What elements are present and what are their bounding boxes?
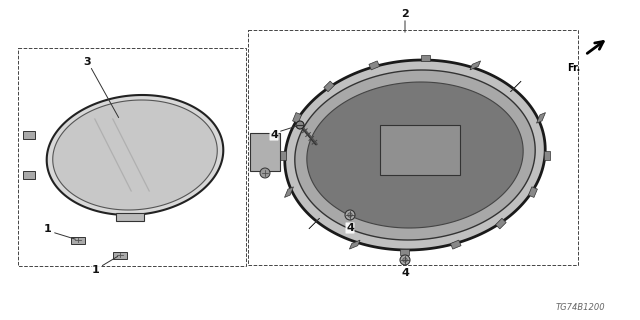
Text: 4: 4 (401, 268, 409, 278)
Bar (23, 171, 35, 179)
Bar (380, 125, 460, 175)
Text: 3: 3 (83, 57, 91, 67)
Polygon shape (280, 150, 286, 159)
Text: 2: 2 (401, 9, 409, 19)
Polygon shape (544, 150, 550, 159)
Bar (116, 213, 144, 221)
Circle shape (348, 213, 352, 217)
Bar (23, 131, 35, 139)
Polygon shape (400, 249, 409, 255)
Circle shape (345, 210, 355, 220)
Polygon shape (369, 61, 380, 70)
Polygon shape (349, 240, 360, 249)
Polygon shape (324, 81, 335, 92)
Polygon shape (47, 95, 223, 215)
Text: 1: 1 (92, 265, 100, 275)
Polygon shape (511, 81, 521, 92)
Bar (113, 252, 127, 259)
Circle shape (400, 255, 410, 265)
Bar (250, 133, 280, 171)
Bar (248, 30, 578, 265)
Polygon shape (495, 218, 506, 229)
Text: 1: 1 (44, 224, 52, 234)
Text: 4: 4 (346, 223, 354, 233)
Polygon shape (451, 240, 461, 249)
Bar (18, 48, 246, 266)
Polygon shape (536, 113, 545, 123)
Circle shape (296, 121, 304, 129)
Circle shape (260, 168, 270, 178)
Polygon shape (421, 55, 430, 61)
Polygon shape (292, 113, 301, 123)
Text: Fr.: Fr. (567, 63, 580, 73)
Text: 4: 4 (270, 130, 278, 140)
Polygon shape (470, 61, 481, 70)
Polygon shape (285, 60, 545, 250)
Polygon shape (309, 218, 319, 229)
Polygon shape (295, 70, 535, 240)
Polygon shape (529, 187, 538, 197)
Bar (71, 237, 85, 244)
Polygon shape (52, 100, 217, 210)
Polygon shape (307, 82, 523, 228)
Polygon shape (285, 187, 294, 197)
Text: TG74B1200: TG74B1200 (555, 303, 605, 313)
Circle shape (403, 258, 407, 262)
